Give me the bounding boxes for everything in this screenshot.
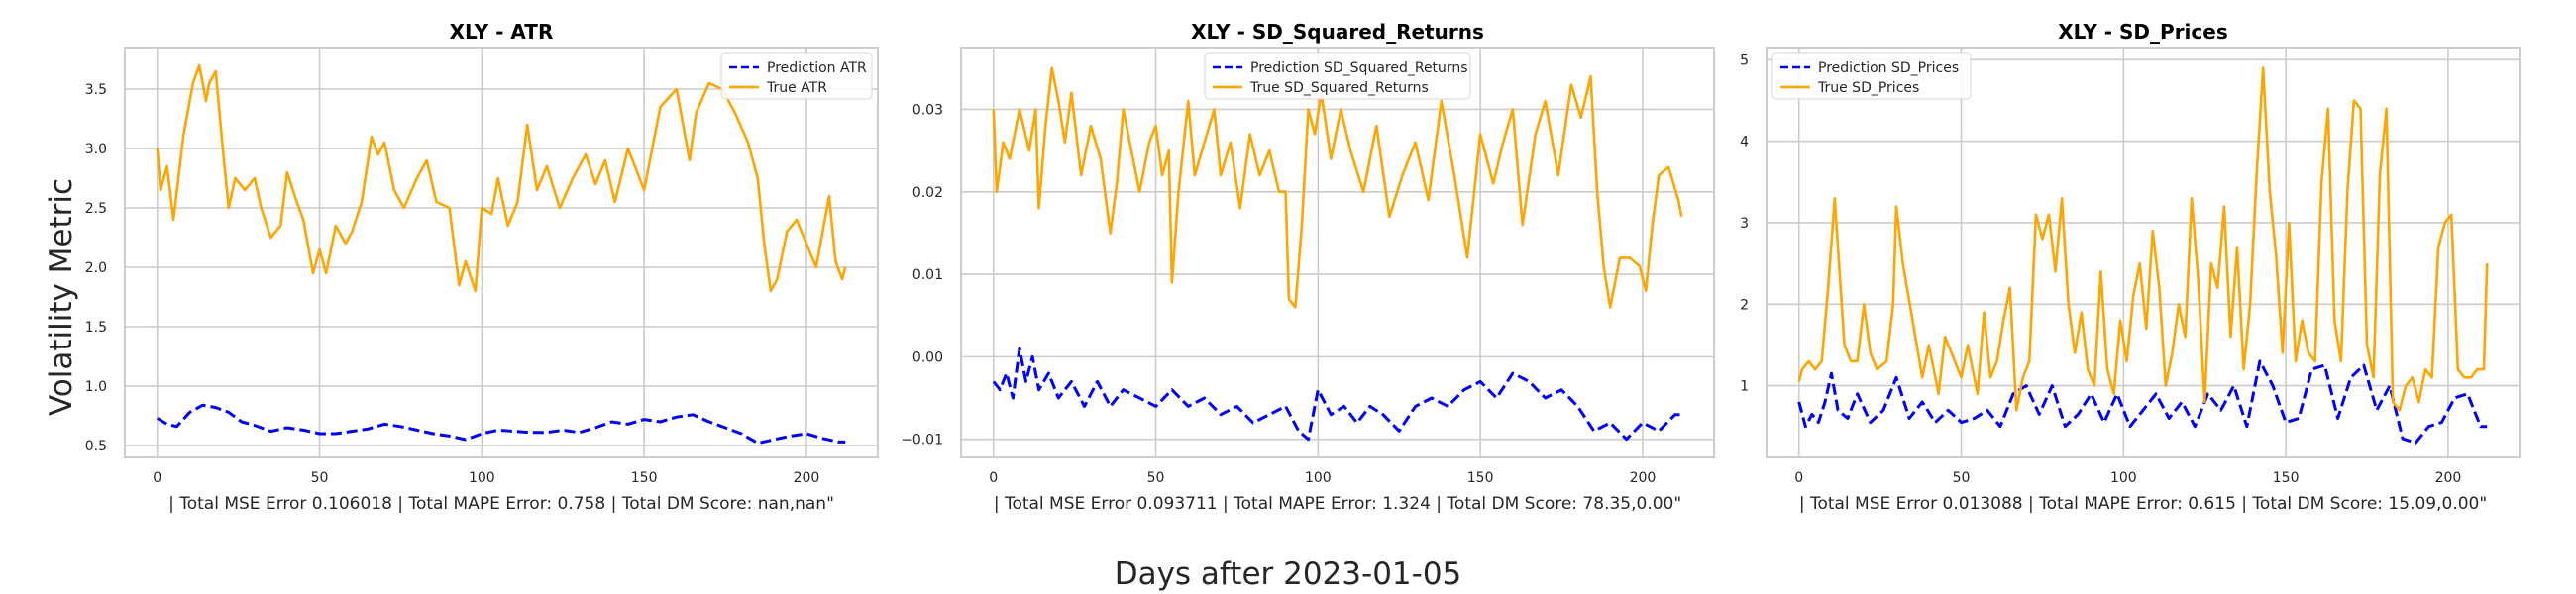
legend: Prediction SD_Squared_Returns True SD_Squ… (1204, 52, 1471, 100)
x-tick-label: 0 (153, 470, 161, 486)
y-tick-label: 1 (1740, 379, 1749, 395)
x-tick-label: 150 (631, 470, 658, 486)
plot-frame (1766, 47, 2521, 458)
legend-label: True SD_Prices (1817, 80, 1919, 96)
x-tick-label: 50 (1953, 470, 1971, 486)
error-summary: | Total MSE Error 0.106018 | Total MAPE … (168, 494, 834, 514)
chart-title: XLY - ATR (450, 20, 554, 44)
true-series-line (992, 66, 1683, 309)
chart-3: 0 50 100 150 200 1 2 3 4 5 XLY - SD_Prices | Total … (1740, 20, 2521, 514)
legend-box (1771, 52, 1972, 100)
figure-ylabel: Volatility Metric (44, 178, 79, 416)
true-series-line (1797, 66, 2489, 412)
error-summary: | Total MSE Error 0.013088 | Total MAPE … (1799, 494, 2487, 514)
y-tick-label: 4 (1740, 135, 1749, 150)
y-tick-label: 2.5 (85, 201, 107, 217)
y-tick-label: 3 (1740, 216, 1749, 232)
y-tick-label: 1.5 (85, 320, 107, 336)
plot-frame (960, 47, 1715, 458)
x-tick-label: 150 (2273, 470, 2300, 486)
y-tick-label: 3.5 (85, 82, 107, 98)
x-tick-label: 200 (2435, 470, 2462, 486)
y-tick-label: 1.0 (85, 379, 107, 395)
y-tick-label: 3.0 (85, 142, 107, 157)
x-tick-label: 200 (794, 470, 820, 486)
y-tick-label: 0.03 (912, 102, 943, 118)
prediction-series-line (157, 403, 846, 446)
prediction-series-line (1797, 359, 2488, 445)
legend-label: True ATR (766, 80, 827, 96)
y-tick-label: −0.01 (901, 433, 943, 448)
chart-title: XLY - SD_Prices (2058, 20, 2227, 44)
error-summary: | Total MSE Error 0.093711 | Total MAPE … (994, 494, 1681, 514)
x-tick-label: 50 (1147, 470, 1165, 486)
x-tick-label: 200 (1630, 470, 1657, 486)
legend-label: True SD_Squared_Returns (1249, 80, 1429, 96)
chart-2: 0 50 100 150 200 −0.01 0.00 0.01 0.02 0.03 XLY - S… (901, 20, 1715, 514)
y-tick-label: 0.5 (85, 439, 107, 454)
prediction-series-line (992, 346, 1682, 442)
figure-xlabel: Days after 2023-01-05 (1115, 556, 1462, 592)
y-tick-label: 2 (1740, 297, 1749, 313)
x-tick-label: 100 (2110, 470, 2137, 486)
legend-label: Prediction SD_Squared_Returns (1250, 60, 1468, 76)
y-tick-label: 0.00 (912, 349, 943, 365)
legend-label: Prediction SD_Prices (1818, 60, 1959, 76)
x-tick-label: 0 (1794, 470, 1803, 486)
x-tick-label: 100 (1305, 470, 1332, 486)
x-tick-label: 0 (989, 470, 998, 486)
y-tick-label: 0.02 (912, 185, 943, 201)
chart-title: XLY - SD_Squared_Returns (1191, 20, 1484, 44)
x-tick-label: 150 (1467, 470, 1494, 486)
legend-box (1204, 52, 1471, 100)
legend: Prediction SD_Prices True SD_Prices (1771, 52, 1972, 100)
chart-1: 0 50 100 150 200 0.5 1.0 1.5 2.0 2.5 3.0 3.5 XLY - A… (85, 20, 879, 514)
legend-label: Prediction ATR (767, 60, 867, 76)
plot-frame (124, 47, 879, 458)
x-tick-label: 50 (311, 470, 329, 486)
true-series-line (156, 63, 847, 293)
y-tick-label: 5 (1740, 52, 1749, 68)
y-tick-label: 0.01 (912, 267, 943, 283)
legend: Prediction ATR True ATR (720, 52, 873, 100)
y-tick-label: 2.0 (85, 260, 107, 276)
x-tick-label: 100 (469, 470, 495, 486)
